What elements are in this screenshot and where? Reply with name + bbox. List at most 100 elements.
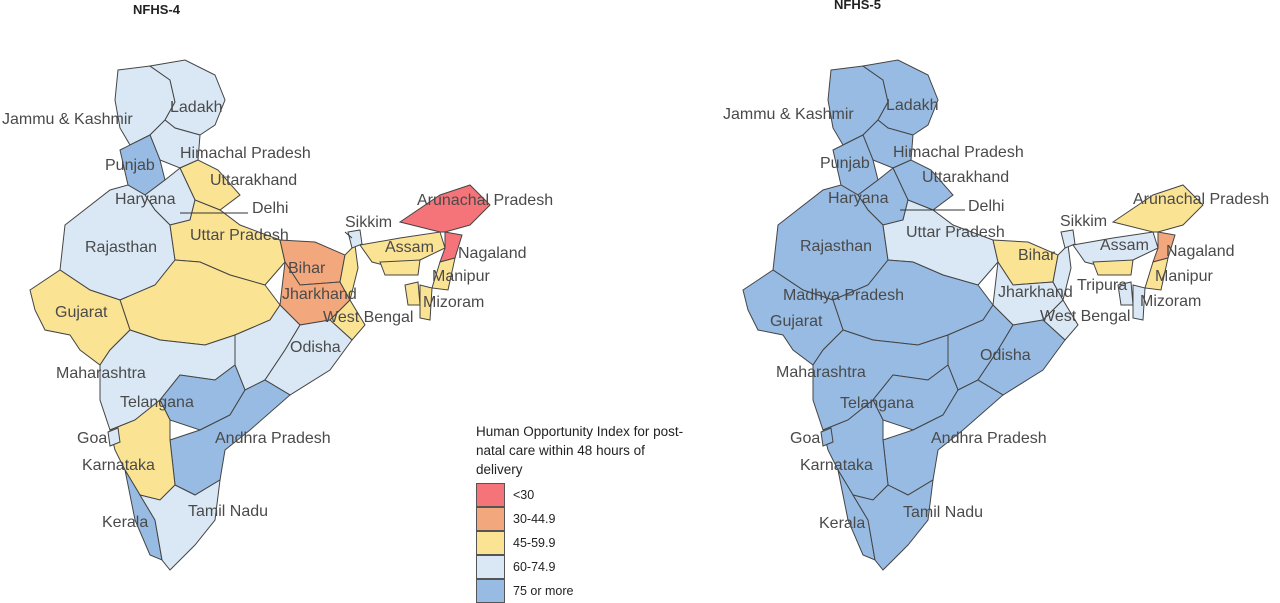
nfhs5-state-up	[882, 199, 999, 286]
legend: Human Opportunity Index for post-natal c…	[476, 422, 696, 603]
label-nagaland: Nagaland	[458, 245, 527, 262]
legend-label: <30	[513, 488, 535, 502]
nfhs4-state-up	[169, 199, 286, 286]
nfhs5-state-sikkim	[1060, 229, 1076, 249]
legend-swatch	[476, 579, 505, 603]
legend-swatch	[476, 555, 505, 579]
nfhs4-state-tripura	[404, 281, 421, 306]
label-up: Uttar Pradesh	[190, 227, 289, 244]
panel-title-nfhs5: NFHS-5	[834, 0, 881, 12]
nfhs4-state-manipur	[431, 257, 456, 291]
legend-item-30-44: 30-44.9	[476, 507, 696, 531]
legend-title: Human Opportunity Index for post-natal c…	[476, 424, 684, 477]
label5-goa: Goa	[790, 430, 820, 447]
label-assam: Assam	[385, 239, 434, 256]
nfhs4-state-tn	[138, 479, 221, 571]
label5-punjab: Punjab	[820, 155, 870, 172]
label-jk: Jammu & Kashmir	[2, 111, 133, 128]
label-hp: Himachal Pradesh	[180, 145, 311, 162]
nfhs4-state-goa	[107, 427, 121, 447]
label5-assam: Assam	[1100, 237, 1149, 254]
legend-swatch	[476, 507, 505, 531]
nfhs4-state-assam	[359, 231, 446, 269]
nfhs5-state-assam	[1072, 231, 1159, 269]
leader-line-sikkim	[344, 231, 353, 239]
nfhs4-state-arunachal	[398, 184, 491, 233]
label5-manipur: Manipur	[1155, 268, 1213, 285]
legend-swatch	[476, 531, 505, 555]
label5-jharkhand: Jharkhand	[998, 284, 1073, 301]
nfhs5-state-odisha	[977, 319, 1066, 396]
label5-arunachal: Arunachal Pradesh	[1133, 191, 1269, 208]
nfhs4-state-meg	[379, 259, 421, 276]
label5-gujarat: Gujarat	[770, 313, 823, 330]
label-manipur: Manipur	[432, 268, 490, 285]
label-delhi: Delhi	[252, 200, 288, 217]
label5-ap: Andhra Pradesh	[931, 430, 1047, 447]
label5-mp: Madhya Pradesh	[783, 287, 904, 304]
label5-delhi: Delhi	[968, 198, 1004, 215]
label-sikkim: Sikkim	[345, 214, 392, 231]
nfhs4-state-hp	[149, 119, 201, 169]
nfhs4-state-mizoram	[419, 284, 433, 321]
label5-tripura: Tripura	[1077, 277, 1127, 294]
label-uttarakhand: Uttarakhand	[210, 172, 297, 189]
nfhs5-state-tn	[851, 479, 934, 571]
legend-label: 30-44.9	[513, 512, 556, 526]
label-ladakh: Ladakh	[170, 99, 223, 116]
legend-label: 45-59.9	[513, 536, 556, 550]
label5-kerala: Kerala	[819, 515, 865, 532]
label5-maharashtra: Maharashtra	[776, 364, 866, 381]
label5-mizoram: Mizoram	[1140, 293, 1201, 310]
legend-label: 75 or more	[513, 584, 574, 598]
label5-hp: Himachal Pradesh	[893, 144, 1024, 161]
nfhs4-state-odisha	[264, 319, 353, 396]
label5-sikkim: Sikkim	[1060, 213, 1107, 230]
label-punjab: Punjab	[105, 157, 155, 174]
legend-item-60-74: 60-74.9	[476, 555, 696, 579]
nfhs5-state-arunachal	[1111, 184, 1204, 233]
map-nfhs4	[29, 59, 491, 571]
label-tn: Tamil Nadu	[188, 503, 268, 520]
label-kerala: Kerala	[102, 514, 148, 531]
nfhs5-state-manipur	[1144, 257, 1169, 291]
label-mizoram: Mizoram	[423, 294, 484, 311]
label5-rajasthan: Rajasthan	[800, 238, 872, 255]
label-odisha: Odisha	[290, 339, 341, 356]
map-nfhs5	[742, 59, 1204, 571]
label-haryana: Haryana	[115, 191, 176, 208]
label5-odisha: Odisha	[980, 347, 1031, 364]
label5-telangana: Telangana	[840, 395, 914, 412]
label5-jk: Jammu & Kashmir	[723, 106, 854, 123]
label5-ladakh: Ladakh	[886, 97, 939, 114]
label-karnataka: Karnataka	[82, 457, 155, 474]
label-telangana: Telangana	[120, 394, 194, 411]
label-jharkhand: Jharkhand	[282, 286, 357, 303]
legend-item-75plus: 75 or more	[476, 579, 696, 603]
nfhs5-state-mizoram	[1132, 284, 1146, 321]
label-gujarat: Gujarat	[55, 304, 108, 321]
label5-uttarakhand: Uttarakhand	[922, 169, 1009, 186]
label-goa: Goa	[77, 430, 107, 447]
legend-item-lt30: <30	[476, 483, 696, 507]
nfhs4-state-wb	[329, 243, 366, 341]
legend-item-45-59: 45-59.9	[476, 531, 696, 555]
nfhs5-state-meg	[1092, 259, 1134, 276]
label5-bihar: Bihar	[1018, 247, 1056, 264]
nfhs5-state-hp	[862, 119, 914, 169]
label5-karnataka: Karnataka	[800, 457, 873, 474]
label-maharashtra: Maharashtra	[56, 365, 146, 382]
nfhs5-state-wb	[1042, 243, 1079, 341]
legend-label: 60-74.9	[513, 560, 556, 574]
label-wb: West Bengal	[323, 309, 413, 326]
label5-wb: West Bengal	[1040, 308, 1130, 325]
legend-swatch	[476, 483, 505, 507]
nfhs4-state-sikkim	[347, 229, 363, 249]
nfhs5-state-goa	[820, 427, 834, 447]
label5-haryana: Haryana	[828, 190, 889, 207]
label-arunachal: Arunachal Pradesh	[417, 192, 553, 209]
label-ap: Andhra Pradesh	[215, 430, 331, 447]
label5-up: Uttar Pradesh	[906, 224, 1005, 241]
label-bihar: Bihar	[288, 260, 326, 277]
label-rajasthan: Rajasthan	[85, 239, 157, 256]
